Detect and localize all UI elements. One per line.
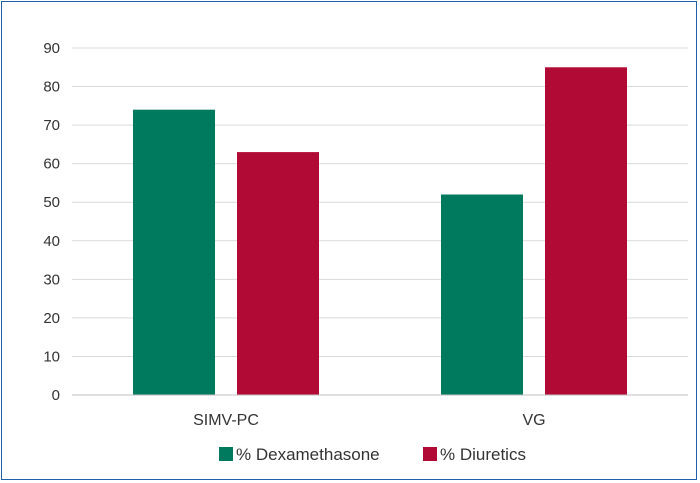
legend-label: % Diuretics — [440, 445, 526, 464]
y-tick-label: 90 — [43, 40, 60, 57]
y-tick-label: 70 — [43, 117, 60, 134]
legend-swatch — [423, 447, 437, 461]
y-tick-label: 30 — [43, 271, 60, 288]
x-category-label: SIMV-PC — [193, 412, 259, 429]
y-tick-label: 50 — [43, 194, 60, 211]
x-category-label: VG — [522, 412, 545, 429]
y-tick-label: 60 — [43, 156, 60, 173]
bar-diuretics-vg — [545, 67, 627, 396]
bar-dexamethasone-simv-pc — [133, 109, 215, 395]
bar-diuretics-simv-pc — [237, 152, 319, 395]
legend: % Dexamethasone % Diuretics — [219, 445, 526, 464]
bar-dexamethasone-vg — [441, 194, 523, 395]
x-axis-categories: SIMV-PC VG — [193, 412, 545, 429]
y-tick-label: 10 — [43, 348, 60, 365]
bars — [133, 67, 627, 396]
y-axis-ticks: 0 10 20 30 40 50 60 70 80 90 — [43, 40, 60, 404]
y-tick-label: 0 — [52, 387, 60, 404]
legend-swatch — [219, 447, 233, 461]
legend-label: % Dexamethasone — [236, 445, 380, 464]
y-tick-label: 20 — [43, 310, 60, 327]
y-tick-label: 80 — [43, 79, 60, 96]
y-tick-label: 40 — [43, 233, 60, 250]
